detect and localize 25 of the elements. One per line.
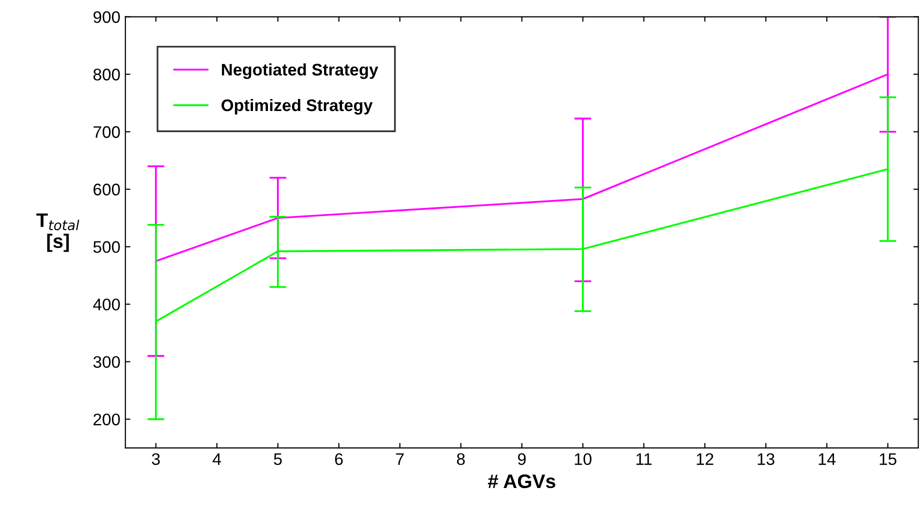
- y-tick-label: 700: [94, 126, 120, 138]
- x-tick-label: 15: [880, 453, 896, 466]
- y-tick-label: 400: [93, 298, 120, 310]
- x-tick-label: 13: [758, 453, 774, 466]
- y-tick-label: 800: [93, 68, 120, 80]
- x-tick-label: 6: [335, 453, 343, 466]
- x-tick-label: 14: [818, 453, 836, 465]
- x-tick-label: 8: [456, 453, 465, 466]
- x-tick-label: 12: [696, 453, 714, 465]
- x-tick-label: 11: [636, 453, 652, 465]
- legend-label: Negotiated Strategy: [222, 63, 378, 79]
- y-tick-label: 200: [94, 414, 120, 426]
- y-tick-label: 600: [94, 184, 120, 196]
- x-tick-label: 5: [274, 453, 282, 466]
- x-tick-label: 3: [152, 453, 160, 466]
- x-tick-label: 4: [212, 453, 222, 465]
- x-tick-label: 10: [574, 453, 592, 466]
- legend-label: Optimized Strategy: [222, 98, 373, 115]
- x-axis-title: # AGVs: [488, 474, 556, 488]
- y-tick-label: 900: [94, 11, 120, 23]
- y-axis-title: T$_{total}$ [s]: [36, 214, 80, 252]
- x-tick-label: 7: [396, 453, 404, 465]
- y-tick-label: 500: [93, 241, 120, 253]
- x-tick-label: 9: [518, 453, 526, 466]
- y-tick-label: 300: [93, 356, 120, 368]
